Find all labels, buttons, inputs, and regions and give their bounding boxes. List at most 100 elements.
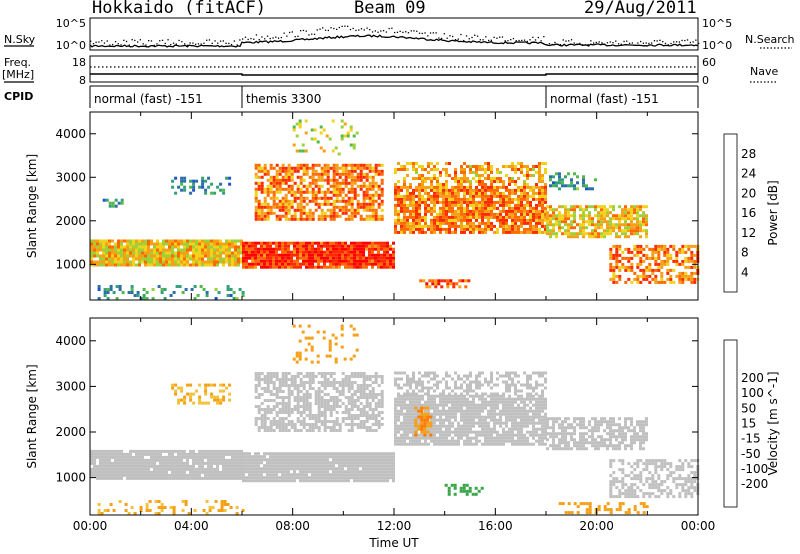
data-cell — [281, 467, 284, 471]
data-cell — [630, 205, 633, 209]
data-cell — [305, 408, 309, 411]
data-cell — [353, 405, 357, 408]
data-cell — [377, 253, 380, 257]
data-cell — [359, 393, 363, 396]
data-cell — [549, 223, 552, 227]
data-cell — [242, 458, 245, 462]
data-cell — [168, 452, 171, 456]
data-cell — [272, 262, 275, 266]
data-cell — [570, 184, 573, 188]
data-cell — [523, 194, 526, 198]
data-cell — [269, 479, 272, 483]
data-cell — [266, 190, 270, 194]
data-cell — [257, 378, 261, 381]
data-cell — [168, 461, 171, 465]
data-cell — [168, 245, 171, 249]
data-cell — [298, 125, 302, 129]
data-cell — [359, 265, 362, 269]
data-cell — [278, 256, 281, 260]
data-cell — [332, 181, 336, 185]
data-cell — [108, 467, 111, 471]
data-cell — [320, 169, 324, 173]
data-cell — [302, 402, 306, 405]
data-cell — [511, 191, 514, 195]
data-cell — [139, 509, 143, 512]
data-cell — [120, 455, 123, 459]
data-cell — [338, 473, 341, 477]
data-cell — [326, 467, 329, 471]
data-cell — [394, 197, 397, 201]
data-cell — [535, 221, 538, 225]
data-cell — [496, 230, 499, 234]
data-cell — [463, 230, 466, 234]
data-cell — [499, 177, 502, 180]
data-cell — [436, 197, 439, 201]
data-cell — [317, 172, 321, 176]
data-cell — [445, 212, 448, 216]
data-cell — [96, 452, 99, 456]
data-cell — [362, 461, 365, 465]
data-cell — [344, 184, 348, 188]
nsearch-point — [529, 39, 531, 41]
data-cell — [538, 194, 541, 198]
data-cell — [535, 212, 538, 216]
data-cell — [341, 256, 344, 260]
data-cell — [260, 467, 263, 471]
data-cell — [156, 245, 159, 249]
data-cell — [254, 262, 257, 266]
data-cell — [263, 420, 267, 423]
data-cell — [349, 143, 353, 147]
data-cell — [523, 230, 526, 234]
nsearch-point — [369, 29, 371, 31]
data-cell — [201, 248, 204, 252]
data-cell — [290, 452, 293, 456]
data-cell — [162, 257, 165, 261]
data-cell — [275, 414, 279, 417]
data-cell — [260, 259, 263, 263]
data-cell — [514, 180, 517, 183]
data-cell — [582, 184, 585, 188]
data-cell — [284, 375, 288, 378]
data-cell — [481, 218, 484, 222]
nsearch-point — [380, 30, 382, 32]
data-cell — [347, 408, 351, 411]
data-cell — [296, 390, 300, 393]
data-cell — [284, 262, 287, 266]
data-cell — [254, 467, 257, 471]
data-cell — [606, 232, 609, 236]
data-cell — [308, 461, 311, 465]
data-cell — [645, 217, 648, 221]
data-cell — [254, 193, 258, 197]
data-cell — [591, 223, 594, 227]
nsearch-point — [507, 40, 509, 42]
data-cell — [263, 464, 266, 468]
data-cell — [603, 214, 606, 218]
data-cell — [383, 473, 386, 477]
data-cell — [335, 211, 339, 215]
data-cell — [269, 375, 273, 378]
data-cell — [213, 239, 216, 243]
data-cell — [174, 449, 177, 453]
data-cell — [177, 458, 180, 462]
data-cell — [508, 215, 511, 219]
data-cell — [582, 178, 585, 182]
data-cell — [222, 467, 225, 471]
data-cell — [544, 200, 547, 204]
data-cell — [284, 211, 288, 215]
data-cell — [636, 226, 639, 230]
data-cell — [144, 452, 147, 456]
nsearch-point — [253, 38, 255, 40]
data-cell — [228, 254, 231, 258]
nsearch-point — [316, 29, 318, 31]
data-cell — [406, 168, 409, 171]
data-cell — [90, 257, 93, 261]
data-cell — [448, 188, 451, 192]
data-cell — [308, 247, 311, 251]
nsearch-point — [206, 39, 208, 41]
data-cell — [359, 250, 362, 254]
data-cell — [195, 239, 198, 243]
data-cell — [365, 393, 369, 396]
data-cell — [371, 208, 375, 212]
data-cell — [319, 131, 323, 135]
data-cell — [263, 479, 266, 483]
